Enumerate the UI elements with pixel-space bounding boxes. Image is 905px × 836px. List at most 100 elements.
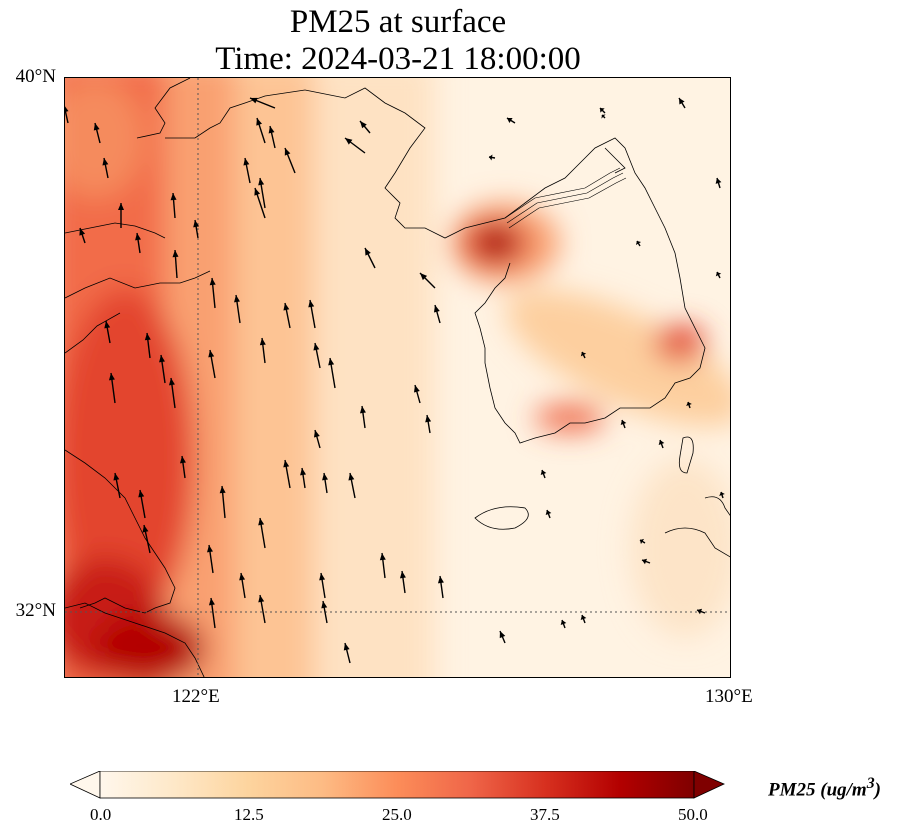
wind-arrow-head <box>284 148 291 156</box>
demarcation-line <box>504 167 627 229</box>
wind-arrow-head <box>580 615 587 621</box>
wind-arrow-head <box>635 241 642 246</box>
wind-arrow-head <box>620 420 627 426</box>
wind-arrow-head <box>379 553 386 561</box>
pm25-field <box>65 78 730 677</box>
wind-arrow-head <box>209 278 216 286</box>
lat-label-32n: 32°N <box>15 600 56 621</box>
wind-arrow-head <box>540 470 547 476</box>
wind-arrow-head <box>600 108 605 113</box>
map-title-line1: PM25 at surface <box>289 4 507 40</box>
wind-arrow-head <box>715 272 722 277</box>
wind-arrow-head <box>343 643 350 651</box>
wind-arrow-head <box>425 415 432 423</box>
wind-arrow-head <box>686 402 692 406</box>
wind-arrow-head <box>359 406 366 414</box>
wind-arrow-head <box>580 352 587 357</box>
map-title-line2: Time: 2024-03-21 18:00:00 <box>215 41 581 77</box>
wind-arrow-head <box>79 228 86 236</box>
wind-arrow-head <box>179 456 186 464</box>
wind-arrow-head <box>560 620 567 626</box>
map-canvas <box>65 78 730 677</box>
wind-arrow-head <box>104 321 111 329</box>
wind-arrow-head <box>258 178 265 186</box>
colorbar-tick-1: 12.5 <box>234 805 264 824</box>
wind-arrow-head <box>360 121 367 129</box>
pm25-map[interactable] <box>64 77 731 678</box>
colorbar-gradient <box>99 771 695 799</box>
lat-label-40n: 40°N <box>15 66 56 87</box>
wind-arrow-head <box>697 608 703 615</box>
wind-arrow-head <box>308 300 315 308</box>
colorbar-min-extend <box>70 771 101 799</box>
wind-arrow-head <box>193 220 200 228</box>
wind-arrow-head <box>399 571 406 579</box>
wind-arrow-head <box>65 106 69 112</box>
coastlines <box>65 78 730 677</box>
wind-arrow-head <box>601 114 606 119</box>
colorbar-tick-2: 25.0 <box>382 805 412 824</box>
colorbar-max-extend <box>693 771 725 799</box>
wind-arrow-head <box>172 250 179 258</box>
wind-arrow-head <box>168 378 175 386</box>
wind-arrow <box>65 106 69 124</box>
colorbar-tick-0: 0.0 <box>90 805 112 824</box>
wind-arrow-head <box>348 473 355 481</box>
wind-arrow-head <box>300 468 307 476</box>
wind-arrow-head <box>268 126 275 134</box>
wind-arrow-head <box>250 97 258 104</box>
wind-arrow-head <box>142 525 149 533</box>
wind-arrow-head <box>437 576 444 584</box>
wind-arrow-head <box>258 518 265 526</box>
wind-arrow-head <box>239 573 246 581</box>
wind-arrow-head <box>719 492 725 496</box>
wind-arrow-head <box>489 154 493 161</box>
wind-arrow-head <box>256 118 262 126</box>
colorbar-label-sup: 3 <box>866 775 875 792</box>
wind-arrow-head <box>258 595 265 603</box>
wind-arrow-head <box>715 178 722 184</box>
colorbar-tick-4: 50.0 <box>678 805 708 824</box>
wind-arrow-head <box>144 333 151 341</box>
colorbar-label: PM25 (ug/m3) <box>768 775 881 801</box>
wind-arrow-head <box>499 631 506 639</box>
wind-arrow-head <box>219 486 226 494</box>
wind-arrow-head <box>243 158 250 166</box>
wind-arrow-head <box>420 273 428 281</box>
wind-arrow-head <box>108 373 115 381</box>
wind-arrow-head <box>322 473 329 481</box>
wind-arrow-head <box>234 295 240 303</box>
wind-arrow-head <box>113 473 120 481</box>
colorbar-label-end: ) <box>874 779 881 801</box>
wind-arrow-head <box>93 123 100 131</box>
wind-arrow-head <box>254 188 261 196</box>
wind-arrow-head <box>170 193 177 201</box>
wind-arrow-head <box>259 338 266 346</box>
wind-arrow-head <box>345 138 353 145</box>
wind-arrow-head <box>102 158 109 166</box>
wind-arrow-head <box>313 430 320 438</box>
lon-label-122e: 122°E <box>172 686 220 707</box>
wind-arrow-head <box>283 460 290 468</box>
wind-arrow-head <box>507 117 513 124</box>
wind-arrow-head <box>328 358 335 366</box>
wind-arrow-head <box>413 385 420 393</box>
wind-arrow-head <box>545 510 552 516</box>
wind-arrow-head <box>679 98 685 105</box>
wind-arrow-head <box>319 573 326 581</box>
wind-arrow-head <box>640 538 645 545</box>
wind-arrow-head <box>138 490 145 498</box>
colorbar-tick-3: 37.5 <box>530 805 560 824</box>
wind-arrow-head <box>658 440 665 446</box>
wind-arrow-head <box>321 601 328 609</box>
gridlines <box>65 78 730 677</box>
wind-arrow-head <box>313 343 320 351</box>
wind-arrow-head <box>365 248 371 256</box>
wind-arrow-head <box>208 598 215 606</box>
wind-arrow-head <box>118 203 124 210</box>
colorbar-label-text: PM25 (ug/m <box>768 779 867 801</box>
wind-arrow-head <box>207 545 213 553</box>
wind-vectors <box>65 97 725 664</box>
wind-arrow-head <box>642 558 648 565</box>
wind-arrow-head <box>159 355 165 363</box>
